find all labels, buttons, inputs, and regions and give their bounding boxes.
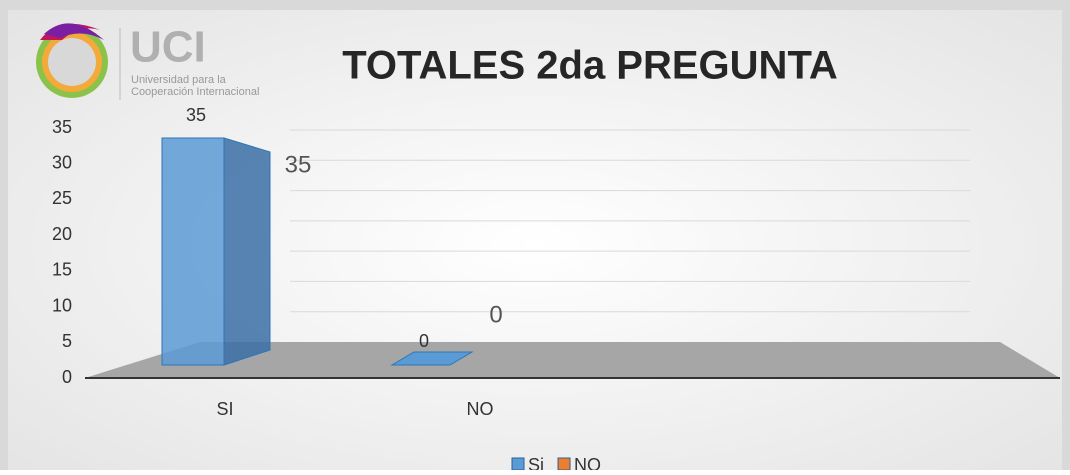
floor [85,342,1060,378]
y-tick-label: 15 [52,260,72,280]
logo-icon [36,23,108,98]
bar-side [223,137,271,366]
y-tick-label: 20 [52,224,72,244]
legend-label: NO [574,455,601,470]
y-tick-label: 25 [52,188,72,208]
legend-swatch [511,457,525,471]
data-label: 0 [419,331,429,351]
y-tick-label: 35 [52,117,72,137]
data-label: 35 [285,151,312,178]
x-tick-label: SI [216,399,233,419]
x-tick-label: NO [467,399,494,419]
y-tick-label: 0 [62,367,72,387]
y-tick-label: 10 [52,295,72,315]
y-tick-label: 30 [52,152,72,172]
logo-line: Cooperación Internacional [131,86,259,98]
logo-line: Universidad para la [131,74,227,86]
logo-name: UCI [130,23,206,72]
bar [161,137,225,366]
y-tick-label: 5 [62,331,72,351]
bar [390,351,474,366]
data-label: 0 [489,301,502,328]
legend-label: Si [528,455,544,470]
legend-swatch [557,457,571,471]
chart-title: TOTALES 2da PREGUNTA [342,44,838,88]
data-label: 35 [186,105,206,125]
